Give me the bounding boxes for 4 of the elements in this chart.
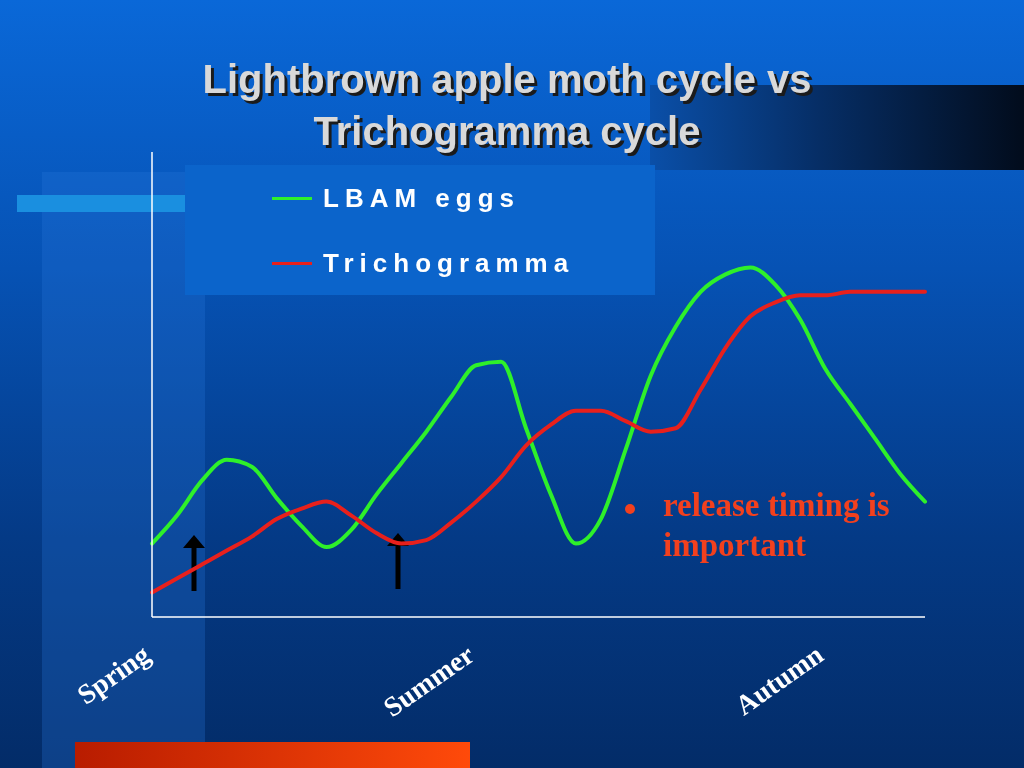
legend-label: Trichogramma [323, 247, 575, 279]
chart-title: Lightbrown apple moth cycle vs Trichogramma cycle [201, 56, 813, 155]
legend-label: LBAM eggs [323, 182, 520, 214]
annotation: release timing is important [663, 486, 891, 565]
